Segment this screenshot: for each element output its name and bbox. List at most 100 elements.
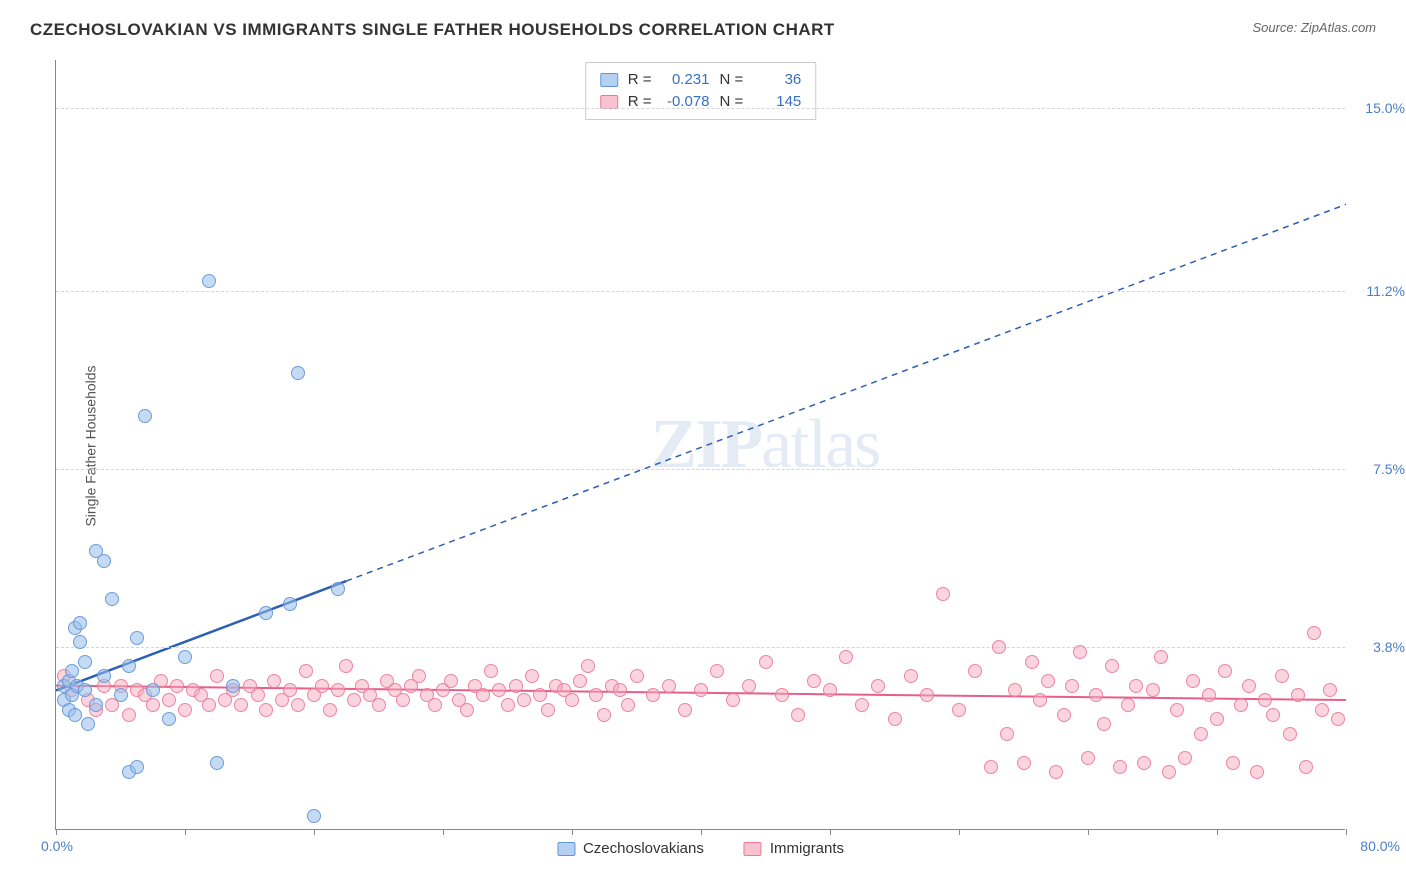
x-tick <box>443 829 444 835</box>
data-point-immigrants <box>501 698 515 712</box>
watermark-rest: atlas <box>761 406 879 483</box>
data-point-immigrants <box>299 664 313 678</box>
data-point-czechoslovakians <box>97 554 111 568</box>
data-point-immigrants <box>1017 756 1031 770</box>
x-tick <box>185 829 186 835</box>
data-point-immigrants <box>509 679 523 693</box>
x-axis-max-label: 80.0% <box>1360 838 1400 854</box>
data-point-immigrants <box>807 674 821 688</box>
data-point-immigrants <box>1105 659 1119 673</box>
data-point-immigrants <box>210 669 224 683</box>
data-point-immigrants <box>170 679 184 693</box>
data-point-immigrants <box>984 760 998 774</box>
data-point-czechoslovakians <box>226 679 240 693</box>
data-point-immigrants <box>1113 760 1127 774</box>
swatch-blue-icon <box>557 842 575 856</box>
data-point-czechoslovakians <box>65 664 79 678</box>
data-point-immigrants <box>1154 650 1168 664</box>
data-point-immigrants <box>234 698 248 712</box>
data-point-czechoslovakians <box>283 597 297 611</box>
data-point-immigrants <box>291 698 305 712</box>
x-tick <box>1088 829 1089 835</box>
x-tick <box>959 829 960 835</box>
y-tick-label: 7.5% <box>1350 461 1405 477</box>
data-point-immigrants <box>1194 727 1208 741</box>
data-point-czechoslovakians <box>81 717 95 731</box>
data-point-immigrants <box>1202 688 1216 702</box>
r-label: R = <box>628 69 652 91</box>
data-point-czechoslovakians <box>307 809 321 823</box>
data-point-immigrants <box>1218 664 1232 678</box>
data-point-immigrants <box>823 683 837 697</box>
chart-title: CZECHOSLOVAKIAN VS IMMIGRANTS SINGLE FAT… <box>30 20 835 40</box>
data-point-immigrants <box>1008 683 1022 697</box>
data-point-immigrants <box>428 698 442 712</box>
source-attribution: Source: ZipAtlas.com <box>1252 20 1376 35</box>
gridline <box>56 647 1345 648</box>
data-point-immigrants <box>726 693 740 707</box>
data-point-immigrants <box>694 683 708 697</box>
data-point-immigrants <box>1065 679 1079 693</box>
watermark-bold: ZIP <box>650 406 761 483</box>
data-point-immigrants <box>1146 683 1160 697</box>
data-point-immigrants <box>1081 751 1095 765</box>
n-value: 36 <box>753 69 801 91</box>
data-point-czechoslovakians <box>89 698 103 712</box>
data-point-czechoslovakians <box>259 606 273 620</box>
legend: Czechoslovakians Immigrants <box>557 840 844 857</box>
data-point-immigrants <box>952 703 966 717</box>
data-point-immigrants <box>533 688 547 702</box>
trend-lines <box>56 60 1346 830</box>
data-point-czechoslovakians <box>73 616 87 630</box>
data-point-immigrants <box>1097 717 1111 731</box>
data-point-immigrants <box>267 674 281 688</box>
data-point-immigrants <box>1258 693 1272 707</box>
data-point-immigrants <box>339 659 353 673</box>
y-tick-label: 3.8% <box>1350 639 1405 655</box>
data-point-immigrants <box>1250 765 1264 779</box>
data-point-czechoslovakians <box>97 669 111 683</box>
data-point-immigrants <box>565 693 579 707</box>
data-point-czechoslovakians <box>114 688 128 702</box>
data-point-immigrants <box>791 708 805 722</box>
data-point-czechoslovakians <box>146 683 160 697</box>
data-point-immigrants <box>541 703 555 717</box>
data-point-immigrants <box>573 674 587 688</box>
data-point-immigrants <box>1299 760 1313 774</box>
data-point-immigrants <box>1178 751 1192 765</box>
data-point-immigrants <box>1331 712 1345 726</box>
data-point-immigrants <box>1275 669 1289 683</box>
data-point-immigrants <box>1242 679 1256 693</box>
data-point-immigrants <box>492 683 506 697</box>
data-point-immigrants <box>1226 756 1240 770</box>
data-point-immigrants <box>1089 688 1103 702</box>
data-point-immigrants <box>412 669 426 683</box>
data-point-immigrants <box>396 693 410 707</box>
data-point-czechoslovakians <box>291 366 305 380</box>
n-label: N = <box>720 69 744 91</box>
n-label: N = <box>720 91 744 113</box>
data-point-immigrants <box>1073 645 1087 659</box>
data-point-immigrants <box>1121 698 1135 712</box>
data-point-immigrants <box>1307 626 1321 640</box>
x-tick <box>701 829 702 835</box>
data-point-immigrants <box>1186 674 1200 688</box>
stats-row-series2: R = -0.078 N = 145 <box>600 91 802 113</box>
data-point-czechoslovakians <box>202 274 216 288</box>
data-point-immigrants <box>920 688 934 702</box>
data-point-czechoslovakians <box>162 712 176 726</box>
data-point-czechoslovakians <box>331 582 345 596</box>
data-point-immigrants <box>936 587 950 601</box>
r-label: R = <box>628 91 652 113</box>
data-point-czechoslovakians <box>138 409 152 423</box>
data-point-immigrants <box>1025 655 1039 669</box>
data-point-immigrants <box>589 688 603 702</box>
swatch-blue-icon <box>600 73 618 87</box>
data-point-immigrants <box>315 679 329 693</box>
legend-item-series1: Czechoslovakians <box>557 840 704 857</box>
data-point-immigrants <box>1000 727 1014 741</box>
gridline <box>56 108 1345 109</box>
swatch-pink-icon <box>600 95 618 109</box>
x-tick <box>830 829 831 835</box>
gridline <box>56 469 1345 470</box>
